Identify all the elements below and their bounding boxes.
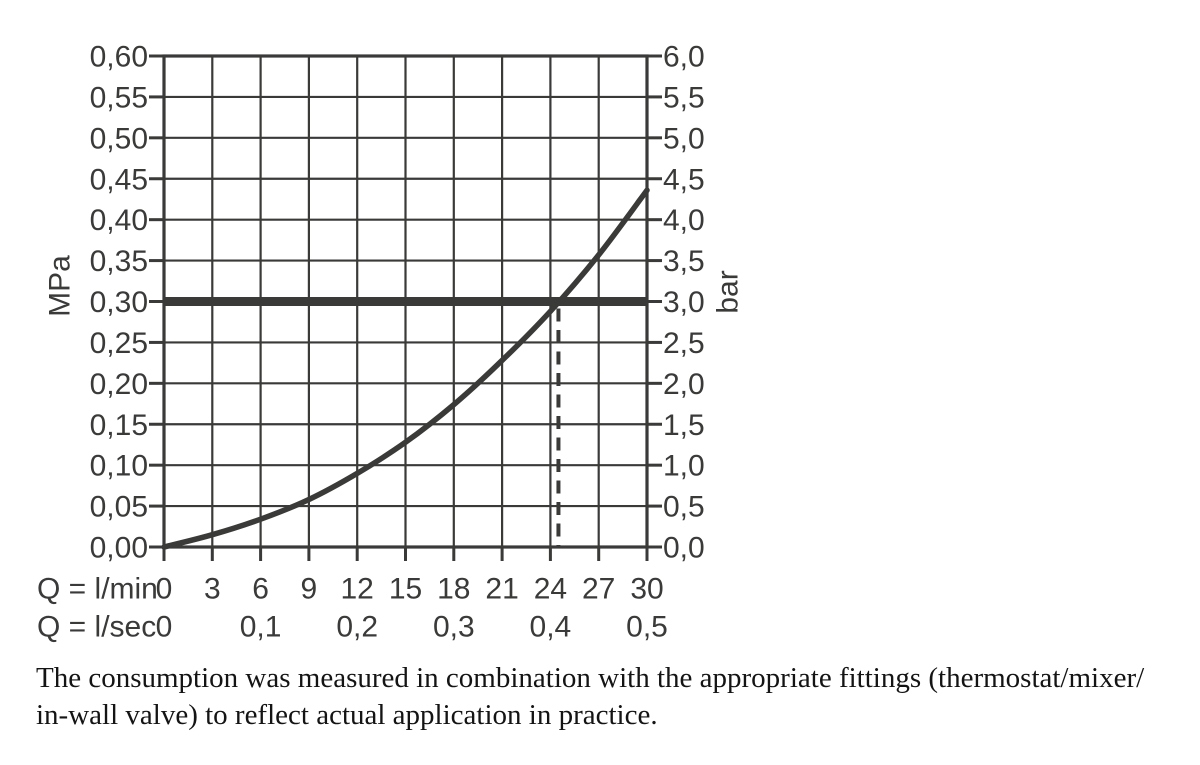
- y-right-tick-label: 3,0: [663, 286, 705, 319]
- y-left-tick-label: 0,30: [90, 286, 148, 319]
- y-left-tick-label: 0,50: [90, 122, 148, 155]
- y-left-tick-label: 0,60: [90, 41, 148, 74]
- caption: The consumption was measured in combinat…: [36, 660, 1144, 734]
- x-tick-label-l-min: 21: [485, 573, 518, 606]
- annotation-layer: [163, 297, 648, 547]
- caption-line-1: The consumption was measured in combinat…: [36, 662, 1145, 694]
- y-left-tick-label: 0,20: [90, 368, 148, 401]
- y-right-tick-label: 5,0: [663, 122, 705, 155]
- y-right-tick-label: 2,0: [663, 368, 705, 401]
- y-left-tick-label: 0,10: [90, 450, 148, 483]
- curve-layer: [161, 187, 650, 550]
- x-row-label-l-min: Q = l/min: [37, 573, 158, 606]
- label-layer: 0,600,550,500,450,400,350,300,250,200,15…: [37, 41, 745, 644]
- x-tick-label-l-sec: 0,2: [336, 611, 378, 644]
- y-left-tick-label: 0,55: [90, 81, 148, 114]
- y-left-unit-label: MPa: [44, 255, 77, 317]
- x-tick-label-l-sec: 0,5: [626, 611, 668, 644]
- grid-layer: [149, 54, 662, 561]
- x-tick-label-l-min: 18: [437, 573, 470, 606]
- x-tick-label-l-min: 3: [204, 573, 221, 606]
- y-left-tick-label: 0,35: [90, 245, 148, 278]
- x-tick-label-l-sec: 0,3: [433, 611, 475, 644]
- caption-line-2: in-wall valve) to reflect actual applica…: [36, 699, 658, 731]
- y-right-unit-label: bar: [712, 270, 745, 313]
- x-tick-label-l-min: 27: [582, 573, 615, 606]
- x-row-label-l-sec: Q = l/sec: [37, 611, 156, 644]
- x-tick-label-l-min: 15: [389, 573, 422, 606]
- y-right-tick-label: 0,0: [663, 532, 705, 565]
- y-right-tick-label: 1,0: [663, 450, 705, 483]
- y-left-tick-label: 0,25: [90, 327, 148, 360]
- x-tick-label-l-min: 6: [252, 573, 269, 606]
- y-left-tick-label: 0,05: [90, 491, 148, 524]
- flow-pressure-curve: [161, 187, 650, 550]
- y-left-tick-label: 0,45: [90, 163, 148, 196]
- y-right-tick-label: 5,5: [663, 81, 705, 114]
- x-tick-label-l-min: 9: [301, 573, 318, 606]
- y-right-tick-label: 1,5: [663, 409, 705, 442]
- y-right-tick-label: 2,5: [663, 327, 705, 360]
- x-tick-label-l-sec: 0,1: [240, 611, 282, 644]
- y-right-tick-label: 6,0: [663, 41, 705, 74]
- x-tick-label-l-min: 12: [341, 573, 374, 606]
- y-left-tick-label: 0,15: [90, 409, 148, 442]
- y-right-tick-label: 4,0: [663, 204, 705, 237]
- x-tick-label-l-min: 30: [630, 573, 663, 606]
- y-left-tick-label: 0,00: [90, 532, 148, 565]
- x-tick-label-l-sec: 0,4: [530, 611, 572, 644]
- y-right-tick-label: 4,5: [663, 163, 705, 196]
- x-tick-label-l-sec: 0: [156, 611, 173, 644]
- x-tick-label-l-min: 24: [534, 573, 567, 606]
- x-tick-label-l-min: 0: [156, 573, 173, 606]
- y-left-tick-label: 0,40: [90, 204, 148, 237]
- flow-pressure-chart: 0,600,550,500,450,400,350,300,250,200,15…: [37, 41, 745, 644]
- y-right-tick-label: 0,5: [663, 491, 705, 524]
- y-right-tick-label: 3,5: [663, 245, 705, 278]
